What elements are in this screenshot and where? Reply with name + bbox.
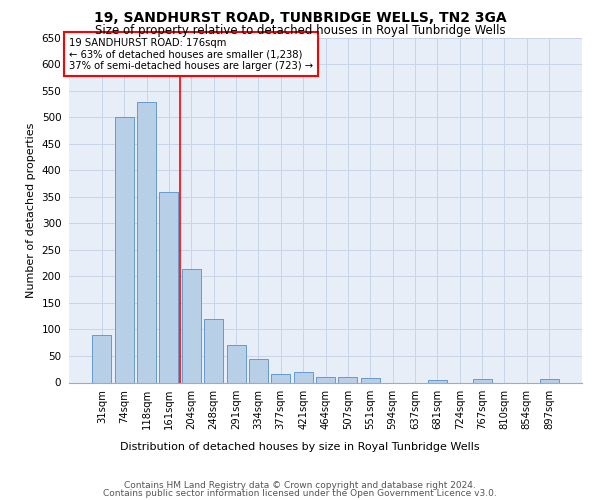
Text: 19, SANDHURST ROAD, TUNBRIDGE WELLS, TN2 3GA: 19, SANDHURST ROAD, TUNBRIDGE WELLS, TN2… bbox=[94, 11, 506, 25]
Bar bbox=[137, 102, 156, 382]
Bar bbox=[428, 380, 447, 382]
Bar bbox=[115, 117, 134, 382]
Text: Contains public sector information licensed under the Open Government Licence v3: Contains public sector information licen… bbox=[103, 489, 497, 498]
Text: 19 SANDHURST ROAD: 176sqm
← 63% of detached houses are smaller (1,238)
37% of se: 19 SANDHURST ROAD: 176sqm ← 63% of detac… bbox=[69, 38, 313, 70]
Bar bbox=[92, 334, 112, 382]
Bar bbox=[204, 319, 223, 382]
Bar bbox=[271, 374, 290, 382]
Bar bbox=[249, 359, 268, 382]
Bar bbox=[539, 380, 559, 382]
Bar bbox=[338, 376, 358, 382]
Bar bbox=[293, 372, 313, 382]
Text: Size of property relative to detached houses in Royal Tunbridge Wells: Size of property relative to detached ho… bbox=[95, 24, 505, 37]
Y-axis label: Number of detached properties: Number of detached properties bbox=[26, 122, 36, 298]
Bar bbox=[160, 192, 178, 382]
Bar bbox=[316, 377, 335, 382]
Bar bbox=[182, 270, 201, 382]
Bar bbox=[227, 346, 245, 383]
Text: Distribution of detached houses by size in Royal Tunbridge Wells: Distribution of detached houses by size … bbox=[120, 442, 480, 452]
Bar bbox=[361, 378, 380, 382]
Bar bbox=[473, 380, 491, 382]
Text: Contains HM Land Registry data © Crown copyright and database right 2024.: Contains HM Land Registry data © Crown c… bbox=[124, 481, 476, 490]
